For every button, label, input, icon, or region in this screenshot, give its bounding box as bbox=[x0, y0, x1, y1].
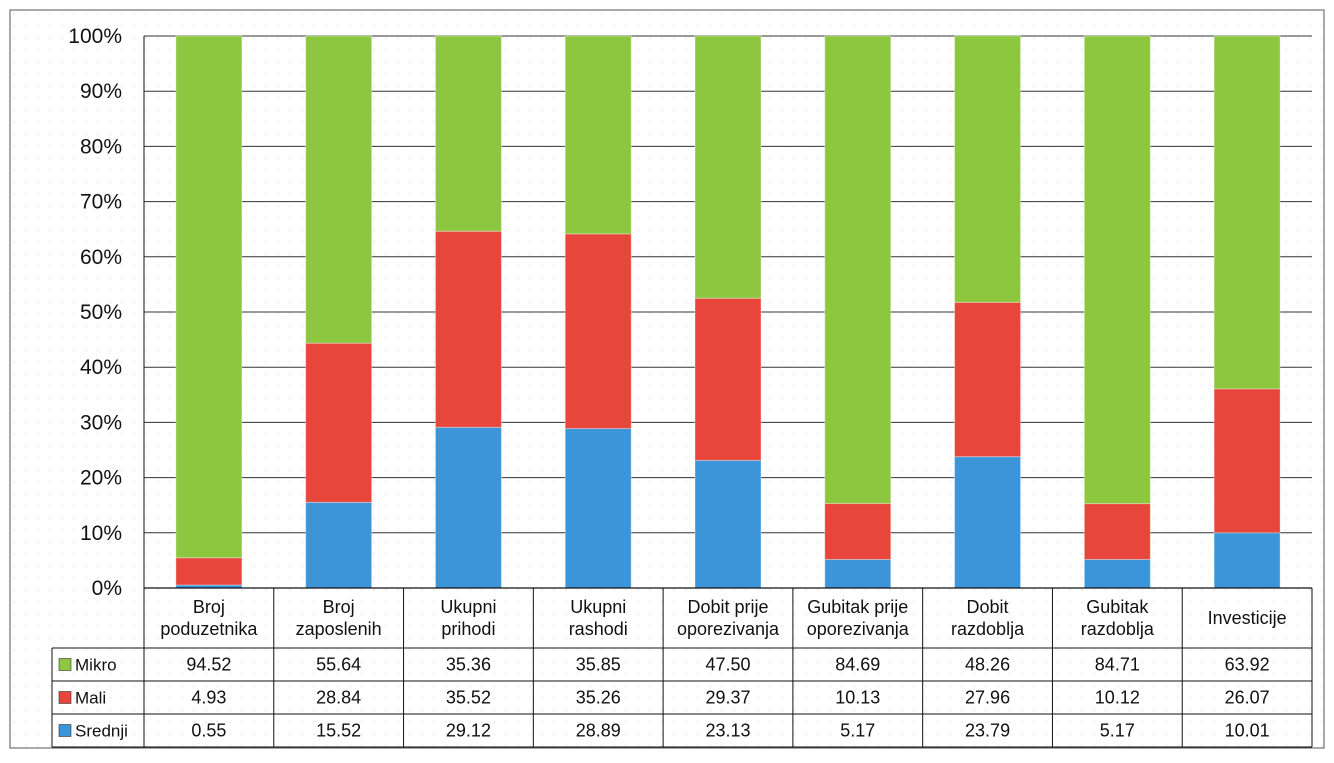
bar-segment bbox=[564, 428, 632, 589]
y-tick-label: 0% bbox=[92, 577, 122, 600]
bar-segment bbox=[824, 35, 892, 505]
bar-segment bbox=[175, 35, 243, 559]
bar-segment bbox=[434, 35, 502, 232]
data-value: 15.52 bbox=[316, 721, 361, 741]
data-value: 10.01 bbox=[1225, 721, 1270, 741]
bar-segment bbox=[305, 35, 373, 344]
bar-segment bbox=[434, 230, 502, 428]
data-value: 23.13 bbox=[705, 721, 750, 741]
data-value: 27.96 bbox=[965, 688, 1010, 708]
data-value: 28.89 bbox=[576, 721, 621, 741]
category-label: oporezivanja bbox=[677, 619, 780, 639]
category-label: Investicije bbox=[1208, 608, 1287, 628]
bar-segment bbox=[694, 297, 762, 461]
data-value: 55.64 bbox=[316, 655, 361, 675]
data-value: 5.17 bbox=[1100, 721, 1135, 741]
bar-segment bbox=[1083, 35, 1151, 505]
bar-segment bbox=[824, 558, 892, 589]
bar-segment bbox=[954, 456, 1022, 589]
legend-swatch bbox=[58, 724, 72, 737]
bar-segment bbox=[175, 557, 243, 586]
bar-segment bbox=[1213, 532, 1281, 589]
y-tick-label: 20% bbox=[80, 467, 122, 490]
category-label: razdoblja bbox=[951, 619, 1025, 639]
data-value: 29.12 bbox=[446, 721, 491, 741]
category-label: Dobit prije bbox=[687, 597, 768, 617]
data-value: 35.52 bbox=[446, 688, 491, 708]
data-value: 35.26 bbox=[576, 688, 621, 708]
category-label: prihodi bbox=[441, 619, 495, 639]
category-label: Gubitak prije bbox=[807, 597, 908, 617]
data-value: 84.69 bbox=[835, 655, 880, 675]
category-label: rashodi bbox=[569, 619, 628, 639]
bar-segment bbox=[564, 233, 632, 430]
y-tick-label: 30% bbox=[80, 411, 122, 434]
legend-label: Mali bbox=[75, 689, 106, 708]
bar-segment bbox=[305, 501, 373, 589]
legend-swatch bbox=[58, 691, 72, 704]
category-label: zaposlenih bbox=[296, 619, 382, 639]
data-value: 5.17 bbox=[840, 721, 875, 741]
y-tick-label: 70% bbox=[80, 191, 122, 214]
data-value: 35.85 bbox=[576, 655, 621, 675]
data-value: 0.55 bbox=[191, 721, 226, 741]
y-tick-label: 100% bbox=[68, 25, 122, 48]
data-value: 23.79 bbox=[965, 721, 1010, 741]
y-tick-label: 90% bbox=[80, 80, 122, 103]
data-value: 48.26 bbox=[965, 655, 1010, 675]
y-tick-label: 60% bbox=[80, 246, 122, 269]
category-label: Ukupni bbox=[440, 597, 496, 617]
data-value: 28.84 bbox=[316, 688, 361, 708]
legend-label: Mikro bbox=[75, 656, 117, 675]
data-value: 84.71 bbox=[1095, 655, 1140, 675]
category-label: Broj bbox=[323, 597, 355, 617]
bar-segment bbox=[824, 503, 892, 560]
category-label: Ukupni bbox=[570, 597, 626, 617]
bar-segment bbox=[954, 35, 1022, 303]
bar-segment bbox=[434, 426, 502, 589]
category-label: razdoblja bbox=[1081, 619, 1155, 639]
data-value: 47.50 bbox=[705, 655, 750, 675]
y-tick-label: 50% bbox=[80, 301, 122, 324]
bar-segment bbox=[694, 35, 762, 299]
data-value: 4.93 bbox=[191, 688, 226, 708]
legend-swatch bbox=[58, 658, 72, 671]
data-value: 10.12 bbox=[1095, 688, 1140, 708]
legend-label: Srednji bbox=[75, 722, 128, 741]
bar-segment bbox=[1083, 558, 1151, 589]
data-value: 94.52 bbox=[186, 655, 231, 675]
data-value: 26.07 bbox=[1225, 688, 1270, 708]
bar-segment bbox=[305, 342, 373, 503]
data-value: 63.92 bbox=[1225, 655, 1270, 675]
bar-segment bbox=[954, 301, 1022, 458]
bar-segment bbox=[1083, 503, 1151, 560]
y-tick-label: 10% bbox=[80, 522, 122, 545]
category-label: Dobit bbox=[967, 597, 1009, 617]
data-value: 10.13 bbox=[835, 688, 880, 708]
data-value: 29.37 bbox=[705, 688, 750, 708]
bar-segment bbox=[1213, 388, 1281, 534]
y-tick-label: 80% bbox=[80, 135, 122, 158]
bar-segment bbox=[564, 35, 632, 235]
bar-segment bbox=[694, 459, 762, 589]
category-label: oporezivanja bbox=[807, 619, 910, 639]
y-tick-label: 40% bbox=[80, 356, 122, 379]
category-label: Gubitak bbox=[1086, 597, 1149, 617]
category-label: poduzetnika bbox=[160, 619, 258, 639]
category-label: Broj bbox=[193, 597, 225, 617]
data-value: 35.36 bbox=[446, 655, 491, 675]
bar-segment bbox=[1213, 35, 1281, 390]
